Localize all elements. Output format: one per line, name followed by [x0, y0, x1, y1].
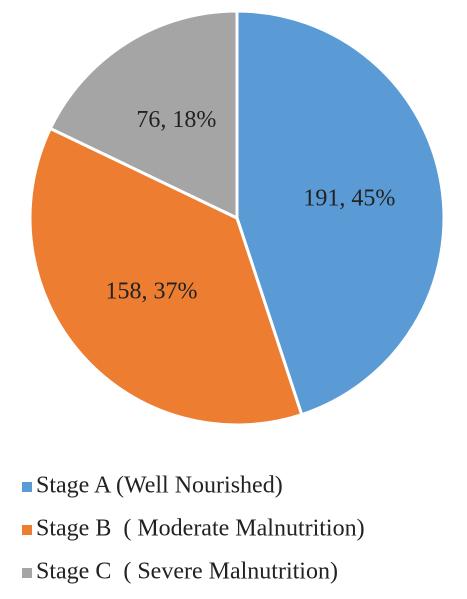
legend-swatch [22, 482, 32, 492]
pie-slice [235, 9, 446, 417]
legend-swatch [22, 568, 32, 578]
data-label: 76, 18% [136, 107, 216, 133]
pie-slice [28, 126, 304, 427]
legend-swatch [22, 525, 32, 535]
data-label: 158, 37% [105, 279, 197, 305]
legend-label: Stage C ( Severe Malnutrition) [36, 559, 338, 585]
legend-label: Stage A (Well Nourished) [36, 473, 283, 499]
pie-slice [48, 9, 239, 221]
data-label: 191, 45% [303, 185, 395, 211]
legend-label: Stage B ( Moderate Malnutrition) [36, 516, 365, 542]
